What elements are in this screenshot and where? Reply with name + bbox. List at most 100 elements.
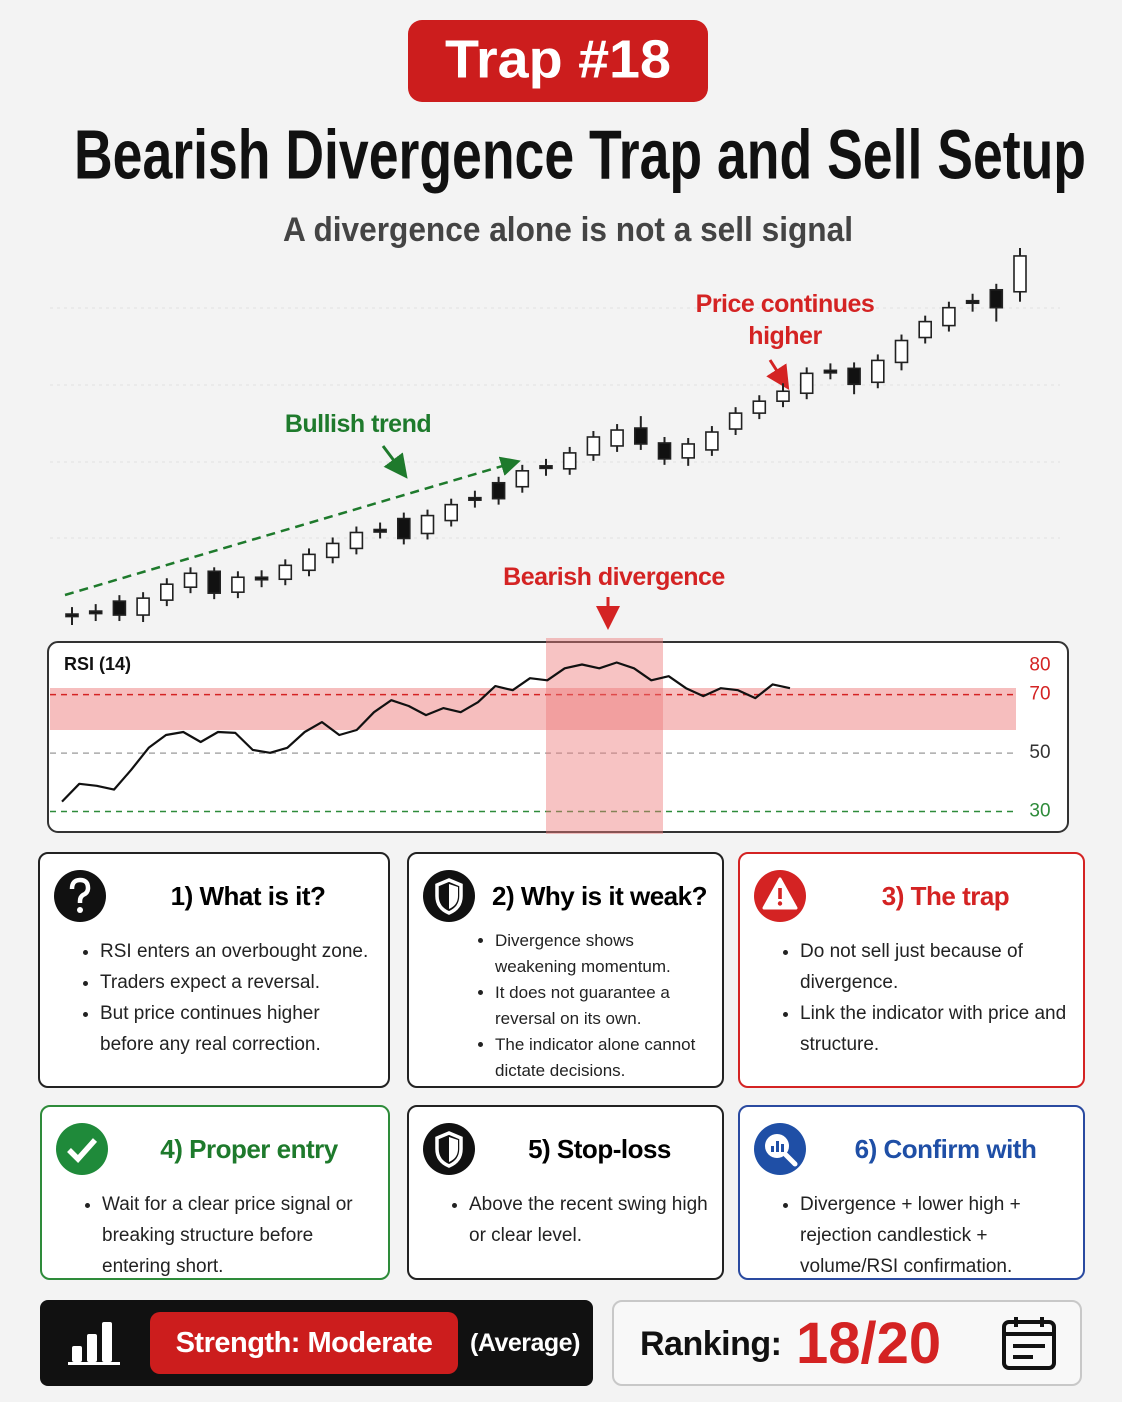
candle-body bbox=[870, 359, 885, 384]
candle-body bbox=[823, 369, 838, 374]
annotation-arrow bbox=[381, 445, 408, 479]
icon-part bbox=[77, 907, 83, 913]
badge-text: Trap #18 bbox=[445, 29, 671, 89]
card-list: Wait for a clear price signal or breakin… bbox=[54, 1189, 374, 1282]
ranking-value: 18/20 bbox=[796, 1311, 942, 1376]
candle-body bbox=[254, 576, 269, 581]
card-header: 3) The trap bbox=[752, 868, 1069, 924]
card-title: 6) Confirm with bbox=[854, 1133, 1037, 1164]
candle-body bbox=[183, 572, 198, 589]
candle-body bbox=[847, 367, 861, 386]
candle-body bbox=[681, 443, 696, 459]
candle-body bbox=[468, 496, 482, 501]
icon-part bbox=[102, 1322, 112, 1362]
icon-part bbox=[1002, 1320, 1056, 1370]
rsi-grid bbox=[50, 693, 1016, 813]
ranking-box: Ranking: 18/20 bbox=[612, 1300, 1082, 1386]
card-item: It does not guarantee a reversal on its … bbox=[495, 980, 708, 1032]
candle-body bbox=[728, 412, 743, 430]
y-tick-label: 70 bbox=[1029, 684, 1050, 705]
card-title: 2) Why is it weak? bbox=[492, 880, 707, 911]
icon-part bbox=[68, 1362, 120, 1365]
y-tick-label: 80 bbox=[1029, 654, 1050, 675]
candle-body bbox=[444, 503, 459, 522]
card-icon bbox=[54, 870, 106, 922]
icon-part bbox=[87, 1334, 97, 1362]
candle-body bbox=[65, 613, 79, 618]
candle-body bbox=[894, 339, 909, 364]
badge bbox=[408, 20, 708, 102]
candle-body bbox=[491, 481, 506, 500]
y-tick-label: 30 bbox=[1029, 801, 1050, 822]
card-header: 6) Confirm with bbox=[752, 1121, 1069, 1177]
candle-body bbox=[799, 372, 814, 395]
candle-body bbox=[539, 465, 553, 470]
card-title: 5) Stop-loss bbox=[528, 1133, 671, 1164]
chart-area: Trap #18 Bearish Divergence Trap and Sel… bbox=[47, 20, 1086, 834]
candle-body bbox=[136, 597, 150, 616]
candle-body bbox=[207, 570, 221, 594]
info-card: 4) Proper entry Wait for a clear price si… bbox=[40, 1105, 390, 1280]
info-card: 1) What is it? RSI enters an overbought z… bbox=[38, 852, 390, 1088]
card-item: Above the recent swing high or clear lev… bbox=[469, 1189, 708, 1251]
candle-body bbox=[776, 390, 790, 402]
candle-body bbox=[515, 470, 530, 488]
strength-qualifier: (Average) bbox=[470, 1329, 580, 1357]
calendar-icon bbox=[1002, 1317, 1056, 1370]
card-list: RSI enters an overbought zone.Traders ex… bbox=[52, 936, 374, 1060]
candle-body bbox=[302, 553, 316, 572]
icon-part bbox=[449, 884, 458, 909]
candle-body bbox=[88, 610, 103, 615]
card-list: Above the recent swing high or clear lev… bbox=[421, 1189, 708, 1251]
info-card: 3) The trap Do not sell just because of d… bbox=[738, 852, 1085, 1088]
icon-part bbox=[56, 1123, 108, 1175]
candlestick-chart bbox=[65, 248, 1027, 625]
candle-body bbox=[657, 442, 672, 460]
strength-box: Strength: Moderate (Average) bbox=[40, 1300, 593, 1386]
candle-body bbox=[705, 431, 719, 451]
candle-body bbox=[989, 288, 1004, 309]
card-header: 4) Proper entry bbox=[54, 1121, 374, 1177]
card-title: 4) Proper entry bbox=[160, 1133, 338, 1164]
candle-body bbox=[586, 436, 601, 456]
candle-body bbox=[562, 452, 577, 470]
card-icon bbox=[56, 1123, 108, 1175]
icon-part bbox=[781, 1144, 784, 1152]
info-card: 2) Why is it weak? Divergence shows weake… bbox=[407, 852, 724, 1088]
candle-body bbox=[965, 299, 980, 305]
candle-body bbox=[112, 600, 127, 616]
card-list: Divergence + lower high + rejection cand… bbox=[752, 1189, 1069, 1282]
card-list: Divergence shows weakening momentum.It d… bbox=[421, 928, 708, 1084]
divergence-highlight bbox=[546, 638, 663, 834]
icon-part bbox=[783, 1152, 798, 1167]
candle-body bbox=[349, 531, 364, 550]
card-item: But price continues higher before any re… bbox=[100, 998, 374, 1060]
card-item: Traders expect a reversal. bbox=[100, 967, 374, 998]
card-icon bbox=[423, 1123, 475, 1175]
card-item: Do not sell just because of divergence. bbox=[800, 936, 1069, 998]
icon-part bbox=[72, 1346, 82, 1362]
candle-body bbox=[752, 400, 767, 414]
card-icon bbox=[423, 870, 475, 922]
background-grid bbox=[50, 307, 1060, 539]
icon-part bbox=[776, 1141, 779, 1152]
candle-body bbox=[1013, 255, 1027, 293]
icon-part bbox=[777, 901, 783, 906]
rsi-chart: 30 50 70 80 bbox=[61, 654, 1051, 822]
trend-line bbox=[64, 456, 521, 597]
candle-body bbox=[278, 564, 293, 581]
candle-body bbox=[942, 306, 956, 327]
info-card: 6) Confirm with Divergence + lower high +… bbox=[738, 1105, 1085, 1280]
card-item: Divergence + lower high + rejection cand… bbox=[800, 1189, 1069, 1282]
main-title: Bearish Divergence Trap and Sell Setup bbox=[74, 115, 1086, 193]
card-item: Wait for a clear price signal or breakin… bbox=[102, 1189, 374, 1282]
card-title: 3) The trap bbox=[881, 880, 1010, 911]
candle-body bbox=[633, 427, 648, 445]
candle-body bbox=[420, 514, 435, 535]
y-tick-label: 50 bbox=[1029, 742, 1050, 763]
annotation: Bearish divergence bbox=[503, 563, 725, 591]
icon-part bbox=[449, 1137, 458, 1162]
icon-part bbox=[435, 878, 463, 915]
subtitle: A divergence alone is not a sell signal bbox=[283, 211, 853, 249]
